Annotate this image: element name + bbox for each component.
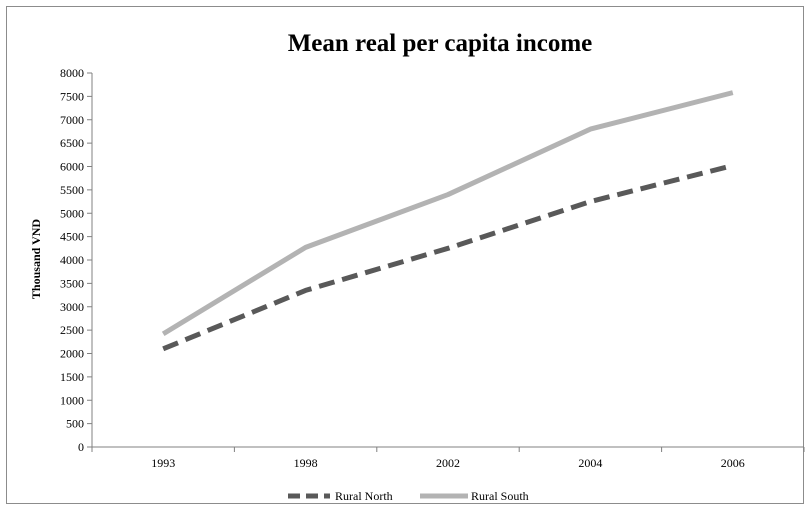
y-tick-label: 3000 [60,300,84,314]
y-tick-label: 7500 [60,89,84,103]
legend-label-rural-north: Rural North [335,489,393,503]
series-layer [161,90,734,352]
y-tick-label: 1000 [60,393,84,407]
y-tick-label: 4000 [60,253,84,267]
legend: Rural North Rural South [288,489,529,503]
x-tick-label: 1993 [151,456,175,470]
y-axis-label: Thousand VND [29,219,43,299]
y-tick-label: 2500 [60,323,84,337]
legend-label-rural-south: Rural South [471,489,529,503]
x-tick-label: 1998 [294,456,318,470]
y-tick-label: 500 [66,417,84,431]
chart-title: Mean real per capita income [288,30,593,57]
y-tick-label: 6000 [60,160,84,174]
x-tick-label: 2006 [721,456,745,470]
x-tick-label: 2002 [436,456,460,470]
x-axis: 1993 1998 2002 2004 2006 [91,446,805,470]
y-axis: 0 500 1000 1500 2000 2500 3000 3500 4000 4500 5000… [60,66,93,454]
y-tick-label: 5500 [60,183,84,197]
series-line-rural-south [161,90,734,337]
y-tick-label: 1500 [60,370,84,384]
y-tick-label: 4500 [60,230,84,244]
y-tick-label: 3500 [60,276,84,290]
chart-area [6,6,804,504]
y-tick-label: 7000 [60,113,84,127]
y-tick-label: 6500 [60,136,84,150]
y-tick-label: 0 [78,440,84,454]
y-tick-label: 8000 [60,66,84,80]
y-tick-label: 5000 [60,206,84,220]
series-line-rural-north [162,163,734,352]
y-tick-label: 2000 [60,347,84,361]
x-tick-label: 2004 [578,456,602,470]
